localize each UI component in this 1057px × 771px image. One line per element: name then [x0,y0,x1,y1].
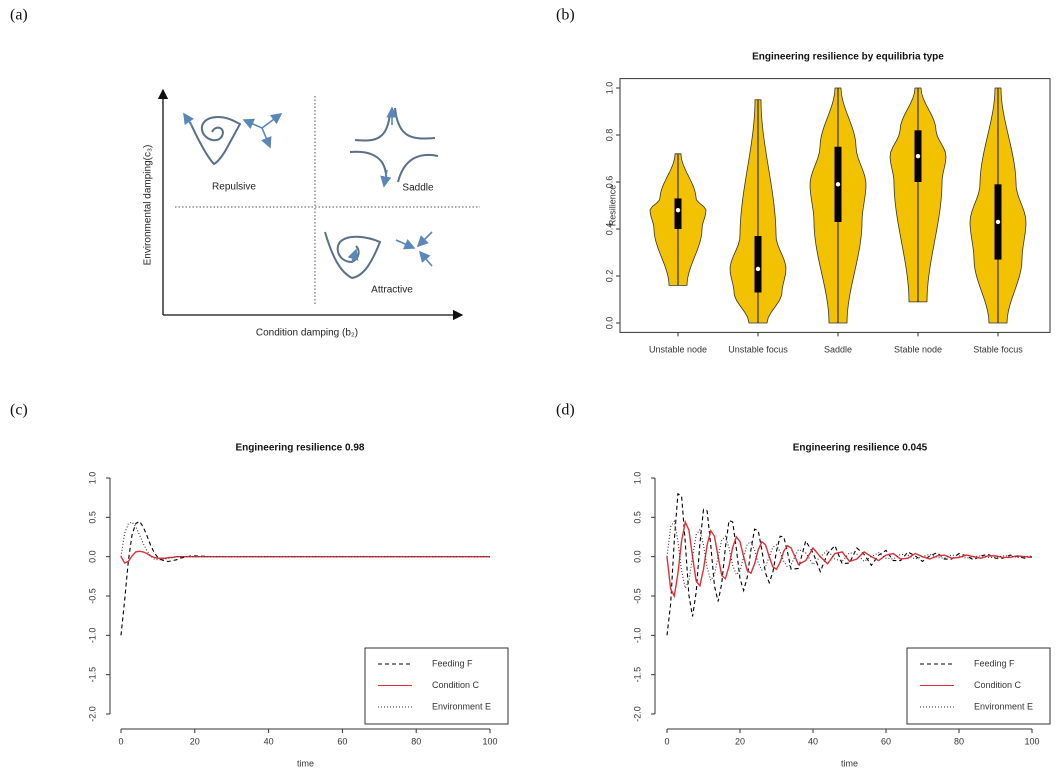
legend-label: Condition C [974,680,1022,690]
x-tick-label: 0 [664,736,669,746]
median [675,208,681,213]
y-tick-label: -1.0 [87,628,97,644]
legend: Feeding F Condition C Environment E [906,647,1051,725]
series-line [120,520,490,636]
arrow [242,118,263,130]
arrow [395,238,416,250]
series-line [120,550,490,564]
median [995,219,1001,225]
y-tick-label: 1.0 [632,472,642,485]
region-label: Repulsive [212,182,256,193]
x-label: time [841,758,858,768]
legend-label: Environment E [974,701,1033,711]
x-tick-label: 40 [264,736,274,746]
x-tick-label: 60 [881,736,891,746]
x-tick-label: Unstable node [649,344,707,354]
arrow [347,248,359,263]
legend-label: Condition C [432,680,480,690]
y-tick-label: -1.5 [632,667,642,683]
legend: Feeding F Condition C Environment E [364,647,509,725]
y-tick-label: 0.0 [604,317,614,330]
x-tick-label: Stable focus [973,344,1023,354]
x-tick-label: 60 [337,736,347,746]
y-tick-label: 1.0 [87,472,97,485]
x-tick-label: 20 [735,736,745,746]
series-line [666,519,1033,599]
chart-title: Engineering resilience 0.045 [793,443,928,454]
y-tick-label: 0.0 [87,550,97,563]
panel-label: (c) [10,402,28,419]
region-label: Attractive [371,285,413,296]
x-label: time [297,758,314,768]
y-tick-label: 0.6 [604,176,614,189]
x-label: Condition damping (b₂) [256,328,358,339]
saddle-curve [354,111,391,142]
y-label: Resilience [607,185,617,227]
x-tick-label: 100 [1024,736,1039,746]
line-chart: Engineering resilience 0.98 (c) 1.0 0.5 0.0 -… [10,402,509,768]
chart-title: Engineering resilience 0.98 [236,443,365,454]
y-tick-label: 0.4 [604,223,614,236]
arrow [416,231,433,248]
x-tick-label: 80 [411,736,421,746]
region-label: Saddle [402,183,434,194]
y-tick-label: -0.5 [632,588,642,604]
y-tick-label: 0.5 [632,511,642,524]
violin-chart: Engineering resilience by equilibria typ… [556,7,1051,354]
arrow [261,113,283,129]
plot-frame [619,78,1051,333]
chart-title: Engineering resilience by equilibria typ… [752,52,944,63]
diagram: (a) Environmental damping(c₃) Condition … [10,7,480,339]
arrow [418,250,433,267]
spiral [324,231,382,280]
y-tick-label: 0.5 [87,511,97,524]
series-line [666,519,1033,590]
arrow [261,127,272,149]
arrow [380,169,392,188]
panel-label: (a) [10,7,28,24]
spiral [189,115,242,166]
median [755,266,761,272]
saddle-curve [349,150,388,183]
median [915,153,921,159]
y-tick-label: -1.0 [632,628,642,644]
series-line [666,492,1033,636]
panel-label: (d) [556,402,575,419]
arrow [183,112,194,127]
x-tick-label: Stable node [894,344,942,354]
line-chart: Engineering resilience 0.045 (d) 1.0 0.5 0.0… [556,402,1051,768]
panel-label: (b) [556,7,575,24]
y-tick-label: -1.5 [87,667,97,683]
y-tick-label: 0.0 [632,550,642,563]
series-line [120,521,490,561]
legend-label: Environment E [432,701,491,711]
x-tick-label: Saddle [824,344,852,354]
x-tick-label: Unstable focus [728,344,788,354]
saddle-curve [397,153,439,183]
x-tick-label: 0 [118,736,123,746]
box [754,236,762,293]
y-tick-label: 0.2 [604,270,614,283]
y-tick-label: 0.8 [604,129,614,142]
y-tick-label: 1.0 [604,82,614,95]
y-tick-label: -0.5 [87,588,97,604]
median [835,182,841,187]
y-label: Environmental damping(c₃) [143,145,154,266]
y-tick-label: -2.0 [87,706,97,722]
x-tick-label: 100 [482,736,497,746]
x-tick-label: 40 [808,736,818,746]
saddle-curve [394,107,436,140]
legend-label: Feeding F [432,658,473,668]
y-tick-label: -2.0 [632,706,642,722]
x-tick-label: 20 [190,736,200,746]
x-tick-label: 80 [954,736,964,746]
legend-label: Feeding F [974,658,1015,668]
box [674,198,682,229]
